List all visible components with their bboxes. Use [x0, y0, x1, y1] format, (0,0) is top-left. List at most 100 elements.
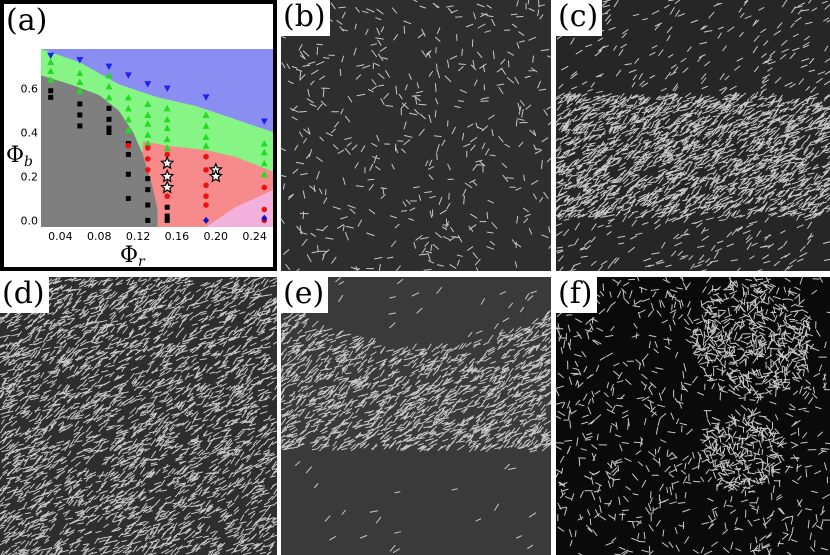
marker-triangle-up — [163, 115, 171, 123]
marker-triangle-down — [47, 52, 55, 60]
region-pink — [206, 190, 273, 227]
marker-triangle-up — [260, 159, 268, 167]
marker-triangle-up — [47, 67, 55, 74]
marker-square — [145, 176, 151, 182]
marker-triangle-up — [260, 139, 268, 147]
marker-diamond — [203, 216, 210, 224]
marker-triangle-up — [105, 82, 113, 90]
marker-triangle-up — [202, 142, 210, 149]
marker-triangle-up — [76, 78, 84, 85]
snapshot-b-image — [281, 0, 551, 271]
y-tick-label: 0.4 — [21, 127, 39, 140]
marker-square — [48, 94, 54, 100]
marker-circle — [203, 202, 209, 208]
panel-d-snapshot: (d) — [0, 277, 277, 555]
marker-circle — [164, 151, 171, 158]
panel-b-snapshot: (b) — [281, 0, 551, 271]
marker-star — [160, 155, 175, 170]
marker-circle — [144, 167, 151, 173]
axis-ticks: 0.04 0.08 0.12 0.16 0.20 0.24 0.0 0.2 0.4 0.6 — [21, 83, 267, 243]
marker-square — [145, 217, 151, 223]
y-axis-label-main: Φ — [6, 143, 24, 168]
marker-circle — [164, 193, 171, 200]
marker-triangle-up — [163, 124, 171, 132]
marker-triangle-up — [105, 71, 113, 79]
marker-triangle-up — [202, 133, 210, 140]
marker-circle — [144, 145, 151, 151]
phase-regions — [41, 49, 273, 228]
marker-triangle-up — [47, 76, 55, 83]
snapshot-f-image — [556, 277, 830, 555]
marker-triangle-up — [260, 148, 268, 156]
marker-triangle-up — [76, 87, 84, 94]
marker-triangle-down — [163, 85, 171, 93]
marker-triangle-down — [124, 72, 132, 79]
marker-square — [125, 171, 131, 177]
x-tick-label: 0.12 — [126, 230, 151, 243]
marker-square — [77, 101, 83, 107]
marker-triangle-up — [47, 58, 55, 66]
panel-label-a: (a) — [4, 4, 52, 40]
marker-circle — [203, 153, 209, 160]
marker-triangle-down — [76, 56, 84, 64]
marker-circle — [203, 182, 209, 189]
marker-square — [125, 151, 131, 157]
marker-circle — [203, 193, 209, 200]
panel-label-f: (f) — [556, 277, 597, 313]
marker-star — [160, 168, 175, 183]
y-axis-label: Φb — [6, 143, 33, 170]
marker-triangle-up — [144, 131, 152, 138]
marker-triangle-down — [144, 81, 152, 88]
snapshot-c-image — [556, 0, 830, 271]
x-tick-label: 0.24 — [242, 230, 267, 243]
data-markers — [47, 52, 268, 224]
x-tick-label: 0.20 — [204, 230, 229, 243]
marker-triangle-up — [163, 135, 171, 143]
marker-square — [106, 116, 112, 122]
marker-triangle-up — [76, 69, 84, 77]
marker-square — [164, 213, 170, 219]
phase-diagram-chart: 0.04 0.08 0.12 0.16 0.20 0.240.00.20.40.6 Φr … — [6, 49, 273, 267]
marker-circle — [125, 142, 132, 149]
panel-label-d: (d) — [0, 277, 49, 313]
marker-circle — [261, 184, 268, 191]
marker-triangle-up — [163, 104, 171, 112]
marker-triangle-up — [105, 93, 113, 101]
x-tick-label: 0.04 — [48, 230, 73, 243]
marker-triangle-down — [202, 94, 210, 101]
snapshot-d-image — [0, 277, 277, 555]
marker-circle — [261, 206, 268, 213]
x-axis-label-sub: r — [138, 254, 146, 267]
marker-triangle-up — [124, 93, 132, 101]
marker-triangle-up — [202, 122, 210, 129]
marker-triangle-up — [144, 100, 152, 107]
marker-square — [145, 202, 151, 208]
panel-a-phase-diagram: (a) 0.04 0.08 0.12 0.16 0.20 0.24 0.0 0.2 0.4 0.6… — [0, 0, 277, 271]
marker-circle — [203, 167, 209, 173]
x-tick-label: 0.16 — [165, 230, 190, 243]
marker-triangle-up — [124, 115, 132, 123]
y-axis-label-sub: b — [24, 154, 33, 170]
x-axis-label: Φr — [120, 243, 146, 267]
marker-square — [106, 105, 112, 111]
y-tick-label: 0.0 — [21, 214, 39, 227]
y-tick-label: 0.2 — [21, 170, 39, 183]
marker-triangle-up — [202, 111, 210, 118]
snapshot-e-image — [281, 277, 551, 555]
marker-square — [48, 88, 54, 94]
marker-triangle-down — [260, 118, 268, 126]
x-axis-label-main: Φ — [120, 243, 138, 267]
marker-square — [164, 204, 170, 210]
panel-f-snapshot: (f) — [556, 277, 830, 555]
marker-triangle-up — [144, 139, 152, 147]
panel-label-c: (c) — [556, 0, 603, 36]
marker-triangle-up — [124, 126, 132, 134]
marker-square — [77, 112, 83, 118]
marker-triangle-up — [124, 104, 132, 112]
marker-star — [208, 168, 224, 183]
marker-square — [106, 125, 112, 131]
marker-square — [77, 123, 83, 129]
region-gray — [41, 75, 158, 228]
marker-triangle-up — [260, 170, 268, 178]
panel-c-snapshot: (c) — [556, 0, 830, 271]
